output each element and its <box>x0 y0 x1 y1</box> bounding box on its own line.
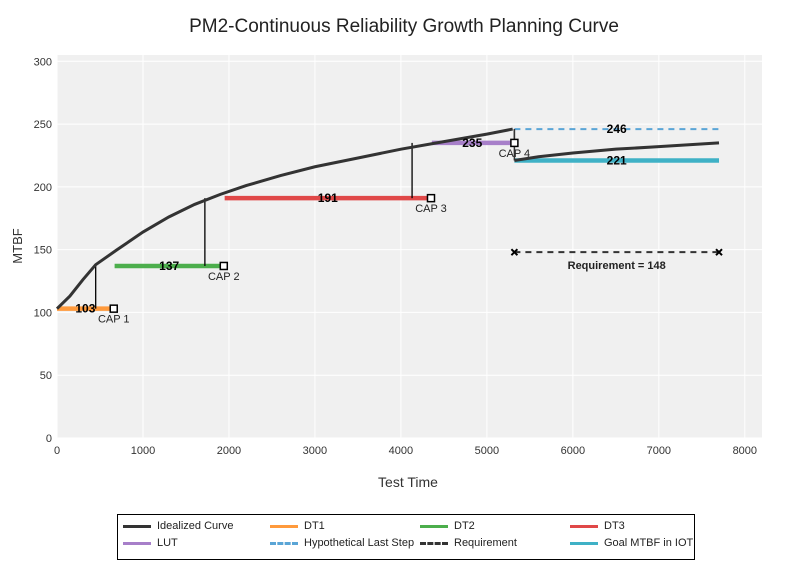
x-tick-label: 8000 <box>733 445 757 457</box>
y-tick-label: 200 <box>34 182 52 194</box>
y-tick-label: 0 <box>46 433 52 445</box>
x-tick-label: 5000 <box>475 445 499 457</box>
legend-swatch <box>570 524 598 528</box>
y-tick-label: 250 <box>34 119 52 131</box>
x-tick-label: 4000 <box>389 445 413 457</box>
legend-item: Idealized Curve <box>123 520 233 532</box>
chart-marks: CAP 1 CAP 2 CAP 3 CAP 4 103 137 191 235 246 Requi… <box>55 122 723 326</box>
legend-label: Hypothetical Last Step <box>304 537 415 549</box>
requirement-marker <box>510 248 519 256</box>
y-tick-label: 150 <box>34 245 52 257</box>
post-step-curve <box>514 141 720 162</box>
requirement-label: Requirement = 148 <box>568 260 666 272</box>
cap-label: CAP 3 <box>415 203 447 215</box>
legend-label: Idealized Curve <box>157 520 234 532</box>
data-label: 103 <box>75 302 95 316</box>
data-label: 235 <box>462 136 482 150</box>
cap-marker <box>109 304 118 313</box>
legend-item: DT2 <box>420 520 475 532</box>
axis-ticks: 0 1000 2000 3000 4000 5000 6000 7000 8000 0 50 100 1… <box>34 56 757 457</box>
plot-area <box>57 55 762 438</box>
legend-swatch <box>270 524 298 528</box>
chart-legend: Idealized Curve DT1 DT2 DT3 LUT Hypothetical … <box>117 514 695 560</box>
legend-label: DT3 <box>604 520 625 532</box>
legend-label: Requirement <box>454 537 517 549</box>
requirement-marker <box>715 248 723 256</box>
x-tick-label: 1000 <box>131 445 155 457</box>
x-tick-label: 6000 <box>561 445 585 457</box>
data-label: 221 <box>607 153 627 167</box>
y-tick-label: 100 <box>34 307 52 319</box>
legend-swatch <box>123 524 151 528</box>
cap-marker <box>219 261 229 271</box>
legend-label: LUT <box>157 537 178 549</box>
chart-title: PM2-Continuous Reliability Growth Planni… <box>189 16 619 37</box>
legend-label: DT1 <box>304 520 325 532</box>
data-label: 137 <box>159 259 179 273</box>
legend-item: LUT <box>123 537 178 549</box>
legend-item: Goal MTBF in IOT <box>570 537 693 549</box>
data-label: 191 <box>318 191 338 205</box>
x-tick-label: 3000 <box>303 445 327 457</box>
legend-item: DT3 <box>570 520 625 532</box>
x-axis-label: Test Time <box>378 474 438 490</box>
cap-label: CAP 4 <box>499 148 531 160</box>
legend-item: DT1 <box>270 520 325 532</box>
x-tick-label: 2000 <box>217 445 241 457</box>
legend-label: DT2 <box>454 520 475 532</box>
y-tick-label: 300 <box>34 56 52 68</box>
x-tick-label: 7000 <box>647 445 671 457</box>
cap-label: CAP 2 <box>208 271 240 283</box>
idealized-curve <box>55 127 513 310</box>
legend-swatch <box>420 524 448 528</box>
cap-marker <box>510 138 519 148</box>
legend-item: Hypothetical Last Step <box>270 537 414 549</box>
legend-swatch <box>420 541 448 545</box>
y-axis-label: MTBF <box>10 228 25 263</box>
grid-lines <box>56 55 762 439</box>
cap-label: CAP 1 <box>98 314 130 326</box>
legend-swatch <box>570 541 598 545</box>
legend-swatch <box>123 541 151 545</box>
legend-label: Goal MTBF in IOT <box>604 537 694 549</box>
legend-item: Requirement <box>420 537 517 549</box>
x-tick-label: 0 <box>54 445 60 457</box>
legend-swatch <box>270 541 298 545</box>
cap-marker <box>426 193 436 203</box>
y-tick-label: 50 <box>40 370 52 382</box>
data-label: 246 <box>607 122 627 136</box>
